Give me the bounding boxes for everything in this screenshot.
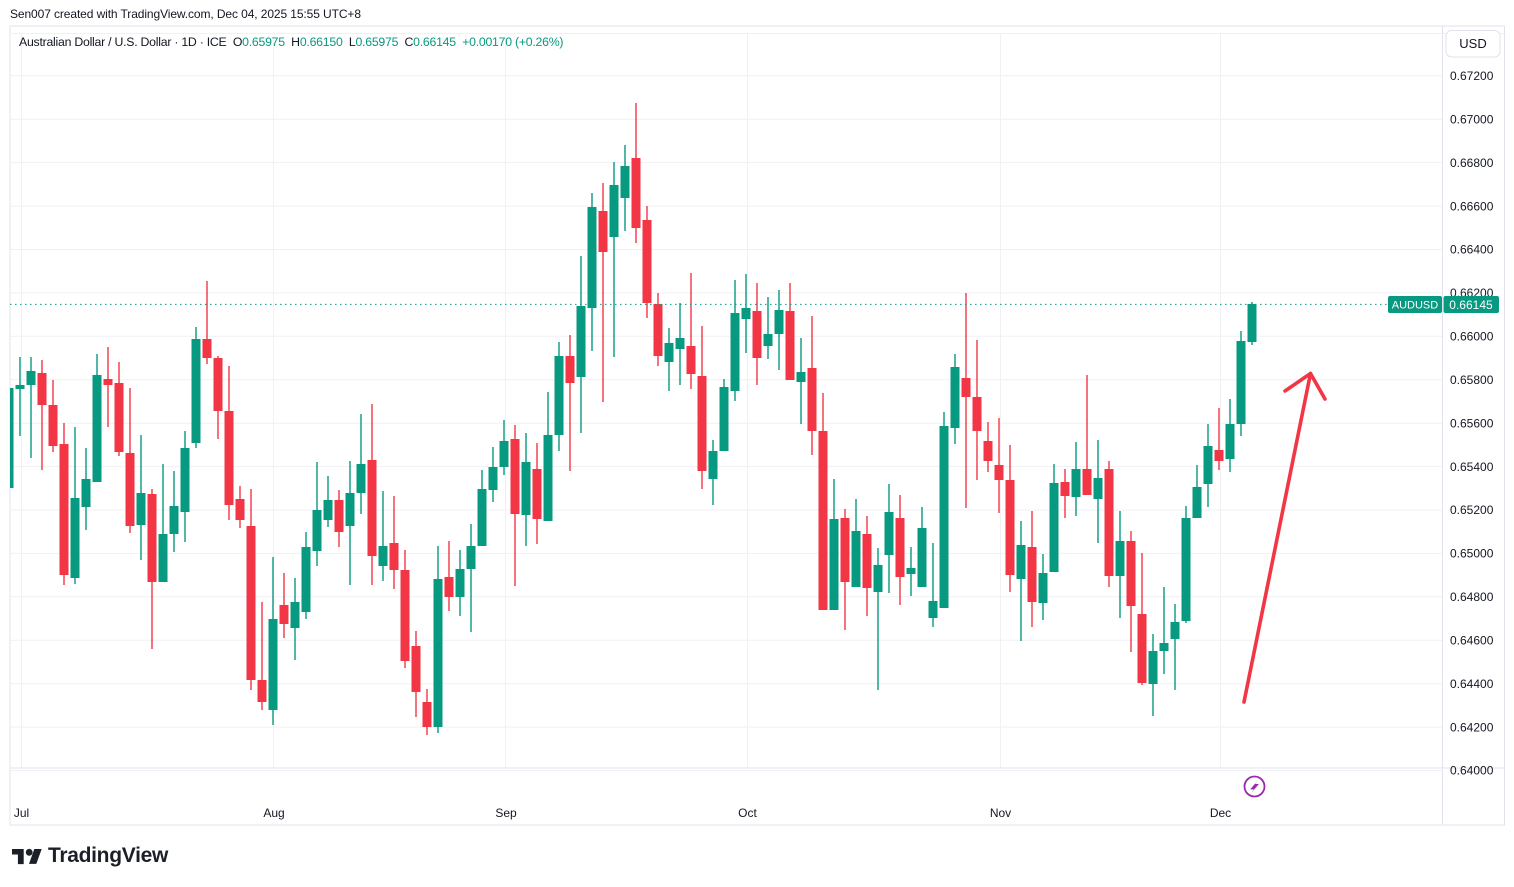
svg-text:0.67000: 0.67000 (1450, 112, 1494, 126)
svg-text:0.64200: 0.64200 (1450, 720, 1494, 734)
svg-text:USD: USD (1459, 36, 1486, 51)
svg-text:0.67200: 0.67200 (1450, 69, 1494, 83)
svg-text:0.66800: 0.66800 (1450, 156, 1494, 170)
svg-text:0.66000: 0.66000 (1450, 330, 1494, 344)
svg-text:0.65600: 0.65600 (1450, 416, 1494, 430)
svg-text:Nov: Nov (990, 806, 1011, 820)
svg-text:0.65200: 0.65200 (1450, 503, 1494, 517)
svg-text:AUDUSD: AUDUSD (1392, 300, 1439, 312)
svg-text:Oct: Oct (738, 806, 757, 820)
svg-text:0.65400: 0.65400 (1450, 460, 1494, 474)
svg-text:Aug: Aug (263, 806, 284, 820)
svg-text:0.65000: 0.65000 (1450, 547, 1494, 561)
svg-text:0.66400: 0.66400 (1450, 243, 1494, 257)
svg-text:0.64400: 0.64400 (1450, 677, 1494, 691)
svg-text:Jul: Jul (14, 806, 29, 820)
svg-text:0.66600: 0.66600 (1450, 199, 1494, 213)
svg-text:0.64600: 0.64600 (1450, 634, 1494, 648)
svg-text:0.66145: 0.66145 (1449, 298, 1493, 312)
svg-text:0.64800: 0.64800 (1450, 590, 1494, 604)
svg-text:0.64000: 0.64000 (1450, 764, 1494, 778)
svg-text:0.65800: 0.65800 (1450, 373, 1494, 387)
svg-text:Dec: Dec (1210, 806, 1231, 820)
svg-text:Sep: Sep (495, 806, 517, 820)
